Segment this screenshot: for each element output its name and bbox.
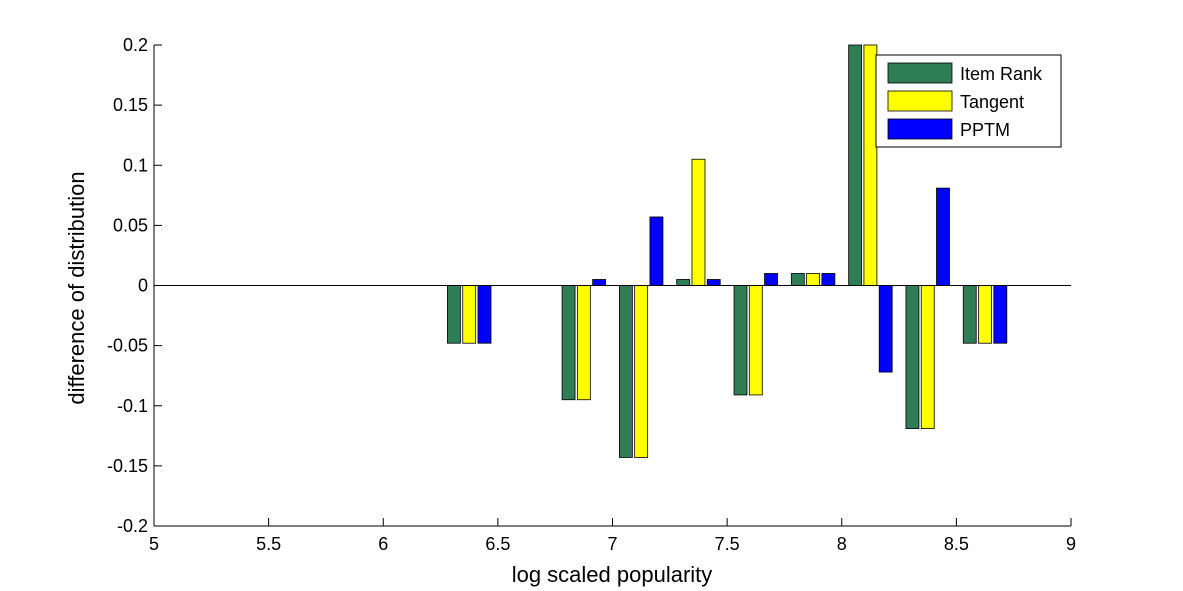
bar-tangent	[748, 285, 763, 396]
legend-label: PPTM	[960, 120, 1010, 140]
bar-pptm	[592, 279, 607, 286]
legend-label: Tangent	[960, 92, 1024, 112]
x-tick-label: 8.5	[944, 534, 969, 554]
bar-item-rank	[848, 44, 863, 286]
bar-item-rank	[618, 285, 633, 458]
bar-pptm	[764, 273, 778, 286]
x-ticks: 5 5.5 6 6.5 7 7.5 8 8.5 9	[149, 518, 1076, 554]
y-axis-label: difference of distribution	[64, 171, 89, 404]
bar-tangent	[863, 44, 878, 286]
bar-pptm	[706, 279, 721, 286]
bar-tangent	[462, 285, 477, 344]
y-ticks: -0.2 -0.15 -0.1 -0.05 0 0.05 0.1 0.15 0.2	[107, 35, 162, 536]
bar-tangent	[634, 285, 649, 458]
x-tick-label: 6	[378, 534, 388, 554]
bars-layer	[447, 44, 1008, 458]
legend-swatch	[887, 118, 953, 140]
x-tick-label: 7	[607, 534, 617, 554]
x-tick-label: 6.5	[485, 534, 510, 554]
bar-tangent	[691, 158, 706, 286]
bar-item-rank	[676, 279, 691, 286]
bar-item-rank	[561, 285, 576, 401]
bar-pptm	[821, 273, 836, 286]
bar-item-rank	[962, 285, 977, 344]
bar-item-rank	[733, 285, 748, 396]
y-tick-label: -0.1	[117, 396, 148, 416]
bar-item-rank	[790, 273, 805, 286]
legend-swatch	[887, 62, 953, 84]
x-axis-label: log scaled popularity	[512, 562, 713, 587]
bar-pptm	[936, 187, 950, 286]
legend-swatch	[887, 90, 953, 112]
bar-tangent	[978, 285, 992, 344]
bar-tangent	[920, 285, 935, 429]
y-tick-label: 0.1	[123, 155, 148, 175]
y-tick-label: -0.2	[117, 516, 148, 536]
bar-item-rank	[447, 285, 461, 344]
bar-tangent	[576, 285, 591, 401]
y-tick-label: 0.05	[113, 215, 148, 235]
bar-pptm	[993, 285, 1008, 344]
y-tick-label: -0.05	[107, 336, 148, 356]
y-tick-label: 0.2	[123, 35, 148, 55]
bar-pptm	[649, 216, 664, 286]
x-tick-label: 8	[837, 534, 847, 554]
x-tick-label: 9	[1066, 534, 1076, 554]
y-tick-label: 0	[138, 276, 148, 296]
x-tick-label: 5	[149, 534, 159, 554]
legend-label: Item Rank	[960, 64, 1043, 84]
x-tick-label: 5.5	[256, 534, 281, 554]
y-tick-label: 0.15	[113, 95, 148, 115]
legend: Item Rank Tangent PPTM	[875, 54, 1062, 148]
bar-pptm	[477, 285, 492, 344]
y-tick-label: -0.15	[107, 456, 148, 476]
bar-tangent	[806, 273, 820, 286]
x-tick-label: 7.5	[715, 534, 740, 554]
bar-item-rank	[905, 285, 920, 429]
bar-pptm	[878, 285, 893, 373]
